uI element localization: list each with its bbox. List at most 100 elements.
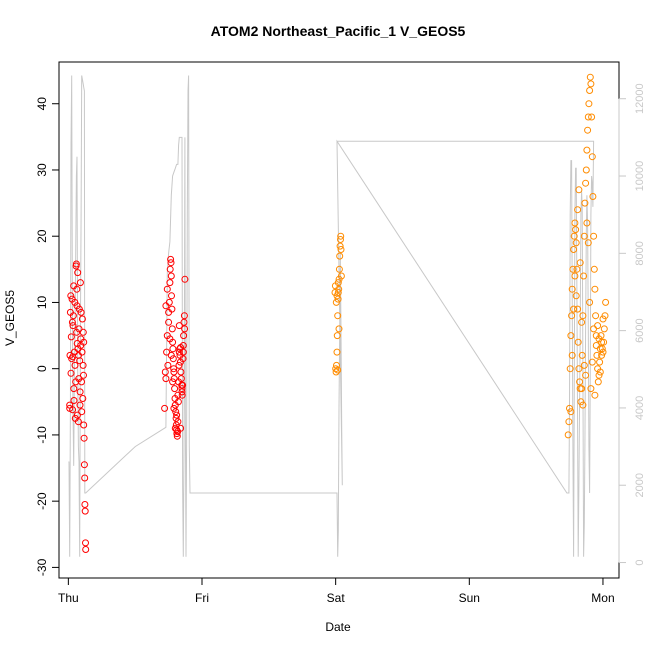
- data-point-orange: [578, 385, 586, 393]
- y2-axis: 0 2000 4000 6000 8000 10000 12000: [618, 83, 646, 566]
- data-point-red: [172, 414, 180, 422]
- x-axis-title: Date: [325, 620, 351, 634]
- data-point-red: [175, 348, 183, 356]
- data-point-red: [67, 369, 75, 377]
- data-point-red: [175, 322, 183, 330]
- data-point-orange: [583, 146, 591, 154]
- plot-frame: [58, 61, 620, 579]
- data-point-orange: [584, 239, 592, 247]
- data-point-red: [168, 305, 176, 313]
- y-tick-label: -30: [35, 558, 49, 576]
- data-point-red: [181, 275, 189, 283]
- data-point-orange: [579, 312, 587, 320]
- data-point-red: [79, 328, 87, 336]
- altitude-line: [68, 75, 595, 557]
- data-point-orange: [568, 285, 576, 293]
- data-point-orange: [593, 351, 601, 359]
- data-point-orange: [586, 87, 594, 94]
- data-point-orange: [578, 318, 586, 326]
- data-point-red: [69, 406, 77, 414]
- data-point-orange: [595, 335, 603, 343]
- data-point-red: [170, 375, 178, 383]
- data-point-orange: [572, 226, 580, 234]
- data-point-red: [162, 302, 170, 310]
- data-point-orange: [565, 418, 573, 426]
- data-point-red: [165, 318, 173, 326]
- data-point-orange: [599, 348, 607, 356]
- data-point-orange: [571, 272, 579, 280]
- data-point-red: [76, 279, 84, 287]
- data-point-red: [172, 408, 180, 416]
- data-point-red: [70, 385, 78, 393]
- data-point-red: [181, 325, 189, 333]
- data-point-red: [74, 418, 82, 426]
- data-point-red: [71, 361, 79, 369]
- data-point-orange: [333, 332, 341, 340]
- data-point-red: [167, 351, 175, 359]
- data-point-red: [172, 421, 180, 429]
- data-point-red: [80, 421, 88, 429]
- data-point-orange: [587, 80, 595, 88]
- data-point-orange: [590, 232, 598, 240]
- data-point-orange: [590, 265, 598, 273]
- data-point-orange: [336, 252, 344, 260]
- data-point-orange: [564, 431, 572, 439]
- data-point-orange: [584, 113, 592, 121]
- data-point-red: [67, 292, 75, 300]
- data-point-orange: [578, 351, 586, 359]
- data-point-red: [174, 391, 182, 399]
- data-point-orange: [576, 259, 584, 267]
- data-point-orange: [598, 345, 606, 353]
- data-point-orange: [602, 298, 610, 306]
- data-point-red: [175, 361, 183, 369]
- data-point-red: [69, 353, 77, 361]
- data-point-orange: [596, 368, 604, 376]
- data-point-red: [170, 368, 178, 376]
- data-point-orange: [334, 289, 342, 296]
- data-point-red: [164, 361, 172, 369]
- data-point-red: [70, 397, 78, 404]
- y-tick-label: 0: [35, 365, 49, 372]
- data-point-orange: [591, 285, 599, 293]
- data-point-orange: [586, 73, 594, 81]
- data-point-orange: [566, 404, 573, 412]
- y-tick-label: 10: [35, 295, 49, 309]
- data-point-orange: [586, 298, 594, 306]
- data-point-red: [80, 371, 87, 379]
- data-point-orange: [335, 325, 343, 333]
- data-point-red: [73, 340, 81, 347]
- data-point-red: [180, 332, 188, 340]
- points-layer: [66, 73, 610, 553]
- data-point-red: [177, 368, 185, 376]
- data-point-orange: [334, 366, 342, 374]
- data-point-orange: [333, 348, 341, 356]
- data-point-red: [170, 365, 178, 373]
- data-point-red: [167, 272, 175, 280]
- data-point-red: [75, 325, 83, 333]
- data-point-orange: [568, 312, 576, 320]
- data-point-red: [81, 501, 89, 508]
- data-point-red: [79, 361, 87, 369]
- data-point-red: [161, 404, 169, 412]
- x-tick-label: Mon: [591, 591, 614, 605]
- data-point-red: [173, 411, 181, 419]
- data-point-orange: [582, 166, 590, 174]
- data-point-orange: [592, 342, 600, 349]
- data-point-orange: [590, 325, 598, 333]
- chart-title: ATOM2 Northeast_Pacific_1 V_GEOS5: [211, 23, 466, 39]
- x-tick-label: Fri: [195, 591, 209, 605]
- data-point-orange: [595, 371, 603, 379]
- data-point-red: [180, 312, 188, 320]
- data-point-orange: [587, 385, 595, 393]
- data-point-orange: [581, 199, 589, 207]
- data-point-orange: [574, 305, 582, 313]
- data-point-red: [179, 348, 187, 356]
- y2-tick-label: 6000: [634, 318, 646, 342]
- data-point-orange: [570, 232, 578, 240]
- data-point-red: [179, 355, 187, 363]
- data-point-red: [167, 255, 175, 263]
- data-point-red: [178, 391, 186, 399]
- x-tick-label: Sun: [459, 591, 480, 605]
- data-point-red: [168, 325, 176, 333]
- data-point-red: [81, 507, 89, 515]
